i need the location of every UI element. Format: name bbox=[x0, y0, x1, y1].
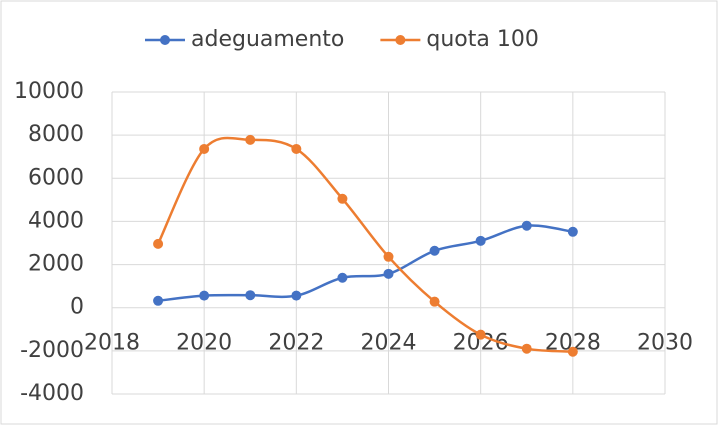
y-tick-label: 4000 bbox=[28, 208, 84, 233]
marker bbox=[199, 290, 210, 301]
y-tick-label: 6000 bbox=[28, 165, 84, 190]
marker bbox=[153, 295, 164, 306]
marker bbox=[475, 329, 486, 340]
x-tick-label: 2030 bbox=[637, 331, 693, 356]
marker bbox=[337, 272, 348, 283]
legend-label: adeguamento bbox=[191, 27, 344, 52]
marker bbox=[429, 296, 440, 307]
y-tick-label: 2000 bbox=[28, 252, 84, 277]
marker bbox=[429, 245, 440, 256]
marker bbox=[567, 346, 578, 357]
x-tick-label: 2020 bbox=[176, 331, 232, 356]
marker bbox=[153, 238, 164, 249]
marker bbox=[567, 226, 578, 237]
legend-label: quota 100 bbox=[426, 27, 538, 52]
series-line bbox=[156, 136, 573, 353]
x-tick-label: 2024 bbox=[361, 331, 417, 356]
x-tick-label: 2022 bbox=[268, 331, 324, 356]
legend-marker bbox=[395, 35, 406, 45]
marker bbox=[199, 143, 210, 154]
y-tick-label: 8000 bbox=[28, 122, 84, 147]
y-tick-label: 10000 bbox=[14, 79, 84, 104]
y-tick-label: 0 bbox=[70, 295, 84, 320]
legend-marker bbox=[160, 35, 170, 45]
marker bbox=[291, 143, 302, 154]
marker bbox=[383, 268, 394, 279]
marker bbox=[291, 290, 302, 301]
marker bbox=[245, 290, 256, 301]
marker bbox=[521, 220, 532, 231]
y-tick-label: -4000 bbox=[20, 381, 84, 406]
marker bbox=[475, 235, 486, 246]
y-tick-label: -2000 bbox=[20, 338, 84, 363]
marker bbox=[383, 251, 394, 262]
series-line bbox=[157, 224, 574, 303]
x-tick-label: 2018 bbox=[84, 331, 140, 356]
marker bbox=[245, 134, 256, 145]
marker bbox=[337, 193, 348, 204]
marker bbox=[521, 343, 532, 354]
